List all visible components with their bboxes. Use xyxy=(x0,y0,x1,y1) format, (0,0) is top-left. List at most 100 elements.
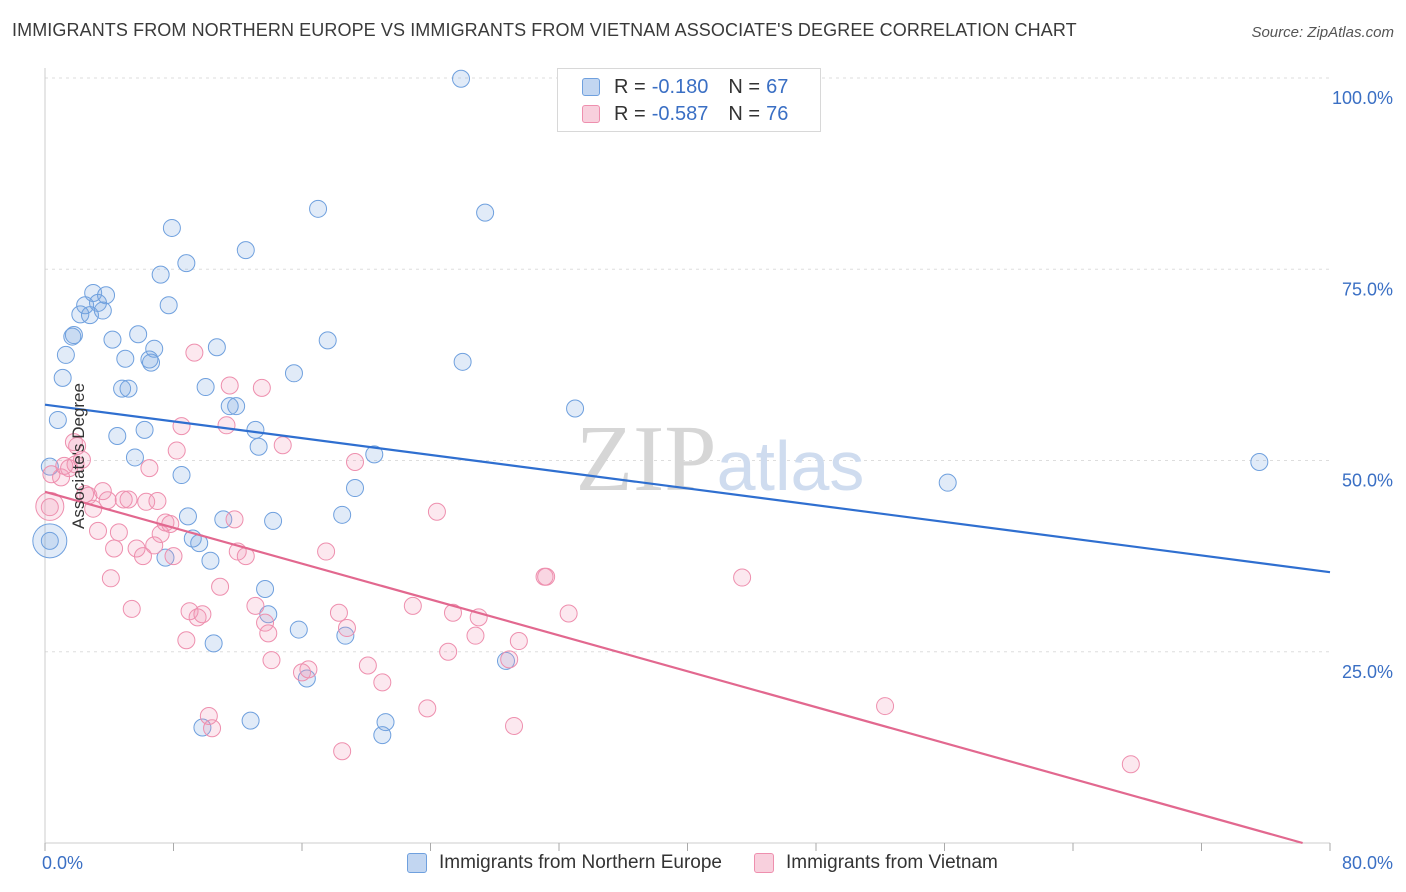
data-point xyxy=(309,199,328,218)
data-point xyxy=(122,599,141,618)
data-point xyxy=(256,580,275,599)
data-point xyxy=(264,511,283,530)
data-point xyxy=(559,604,578,623)
data-point xyxy=(1121,755,1140,774)
data-point xyxy=(204,634,223,653)
tick-labels: 100.0% 75.0% 50.0% 25.0% 0.0% 80.0% xyxy=(42,88,1393,873)
data-point xyxy=(177,254,196,273)
watermark-zip: ZIP xyxy=(576,407,717,511)
data-point xyxy=(246,420,265,439)
data-point xyxy=(148,492,167,511)
data-point xyxy=(476,203,495,222)
data-point xyxy=(252,378,271,397)
data-point xyxy=(500,650,519,669)
trend-line-vietnam xyxy=(44,490,1303,845)
data-point xyxy=(336,626,355,645)
data-point xyxy=(496,651,515,670)
data-point xyxy=(145,339,164,358)
data-point xyxy=(161,514,180,533)
data-point xyxy=(337,619,356,638)
data-point xyxy=(262,651,281,670)
series-legend-item-vietnam: Immigrants from Vietnam xyxy=(754,852,998,874)
data-point xyxy=(201,551,220,570)
data-point xyxy=(346,453,365,472)
data-point xyxy=(333,505,352,524)
source-label: Source: ZipAtlas.com xyxy=(1251,24,1394,41)
data-point xyxy=(297,669,316,688)
data-point xyxy=(116,349,135,368)
data-point xyxy=(333,742,352,761)
data-point xyxy=(119,379,138,398)
axes xyxy=(44,68,1331,851)
data-point xyxy=(289,620,308,639)
data-point xyxy=(1250,453,1269,472)
data-point xyxy=(376,713,395,732)
series-northern-europe xyxy=(32,69,1269,745)
series-legend-label: Immigrants from Northern Europe xyxy=(439,852,722,873)
watermark-atlas: atlas xyxy=(717,427,865,505)
legend-swatch-blue xyxy=(582,78,600,96)
data-point xyxy=(68,436,87,455)
series-legend-swatch-blue xyxy=(407,853,427,873)
correlation-legend: R = -0.180 N = 67 R = -0.587 N = 76 xyxy=(557,68,821,132)
data-point xyxy=(211,577,230,596)
data-point xyxy=(40,531,59,550)
data-point xyxy=(105,539,124,558)
data-point xyxy=(93,482,112,501)
data-point xyxy=(505,716,524,735)
series-legend-label: Immigrants from Vietnam xyxy=(786,852,998,873)
data-point xyxy=(151,265,170,284)
data-point xyxy=(358,656,377,675)
data-point xyxy=(142,353,161,372)
data-point xyxy=(346,479,365,498)
data-point xyxy=(733,568,752,587)
legend-r-value: -0.587 xyxy=(651,102,709,125)
data-point xyxy=(177,631,196,650)
data-point xyxy=(40,457,59,476)
legend-n-value: 67 xyxy=(766,75,789,98)
data-point xyxy=(119,490,138,509)
data-point xyxy=(159,296,178,315)
data-point xyxy=(220,376,239,395)
data-point xyxy=(71,305,90,324)
y-axis-label: Associate's Degree xyxy=(68,383,88,529)
data-point xyxy=(284,364,303,383)
y-tick-label: 25.0% xyxy=(1342,662,1393,682)
data-point xyxy=(196,378,215,397)
data-point xyxy=(509,632,528,651)
data-point xyxy=(93,301,112,320)
data-point xyxy=(66,455,85,474)
data-point xyxy=(318,331,337,350)
data-point xyxy=(172,417,191,436)
data-point xyxy=(317,542,336,561)
data-point xyxy=(249,437,268,456)
data-point xyxy=(127,539,146,558)
data-point xyxy=(466,626,485,645)
data-point xyxy=(42,465,61,484)
data-point xyxy=(55,456,74,475)
data-point xyxy=(40,498,59,517)
data-point xyxy=(167,441,186,460)
data-point xyxy=(129,325,148,344)
data-point xyxy=(236,241,255,260)
data-point xyxy=(185,343,204,362)
y-tick-label: 75.0% xyxy=(1342,279,1393,299)
cluster-point xyxy=(32,523,68,559)
data-point xyxy=(48,410,67,429)
series-vietnam xyxy=(35,343,1140,774)
data-point xyxy=(145,536,164,555)
data-point xyxy=(217,416,236,435)
data-point xyxy=(103,330,122,349)
watermark: ZIPatlas xyxy=(576,407,865,511)
y-tick-label: 50.0% xyxy=(1342,471,1393,491)
data-point xyxy=(53,368,72,387)
data-point xyxy=(246,596,265,615)
data-point xyxy=(227,397,246,416)
data-point xyxy=(537,567,556,586)
series-legend-item-northern-europe: Immigrants from Northern Europe xyxy=(407,852,722,874)
data-point xyxy=(162,218,181,237)
series-legend-swatch-pink xyxy=(754,853,774,873)
data-point xyxy=(125,448,144,467)
data-point xyxy=(418,699,437,718)
data-point xyxy=(188,608,207,627)
